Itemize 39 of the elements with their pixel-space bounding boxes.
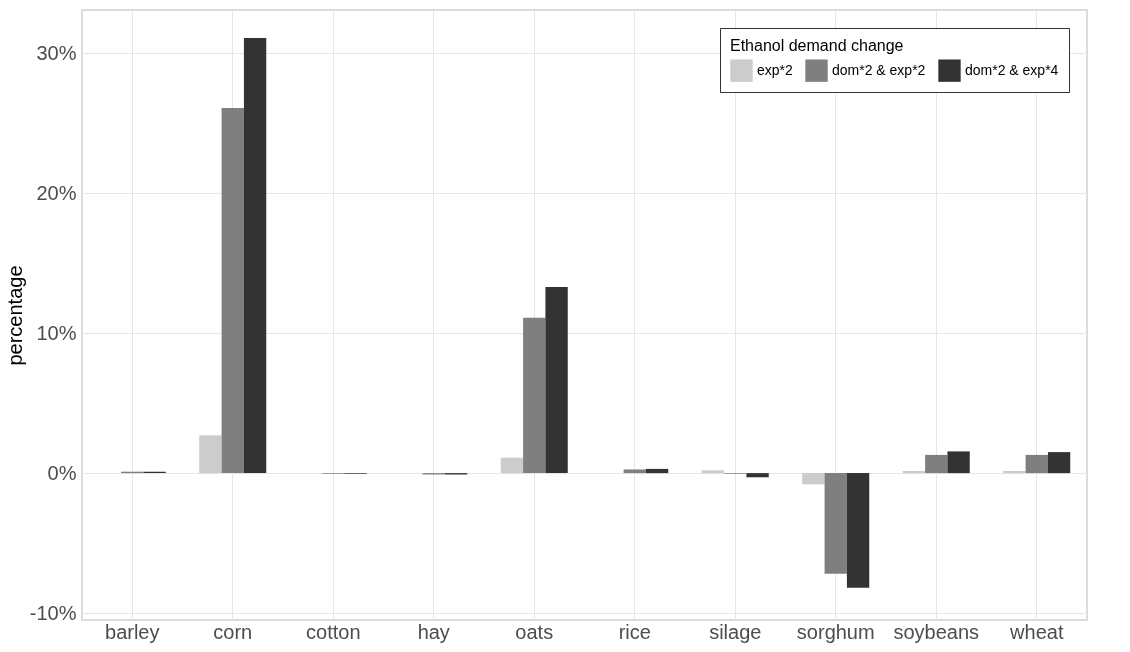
y-tick-label: 0% bbox=[47, 461, 77, 484]
legend-label: exp*2 bbox=[757, 61, 794, 78]
bar bbox=[645, 468, 669, 474]
bar bbox=[623, 469, 646, 474]
bar bbox=[221, 107, 244, 474]
x-tick-label: silage bbox=[709, 620, 762, 643]
x-tick-label: wheat bbox=[1009, 620, 1064, 643]
bar bbox=[523, 317, 546, 474]
x-tick-label: corn bbox=[213, 620, 253, 643]
bar bbox=[802, 473, 825, 485]
legend-label: dom*2 & exp*4 bbox=[965, 61, 1059, 78]
x-tick-label: cotton bbox=[306, 620, 361, 643]
bar bbox=[925, 454, 948, 474]
bar bbox=[1003, 471, 1026, 474]
bar bbox=[846, 473, 870, 588]
y-tick-label: 20% bbox=[36, 181, 77, 204]
bar bbox=[500, 457, 524, 474]
x-tick-label: sorghum bbox=[796, 620, 875, 643]
bar bbox=[545, 287, 568, 474]
x-tick-label: oats bbox=[515, 620, 554, 643]
bar bbox=[824, 473, 847, 574]
x-tick-label: hay bbox=[417, 620, 450, 643]
x-tick-label: soybeans bbox=[893, 620, 980, 643]
bar bbox=[746, 473, 769, 478]
bar bbox=[199, 435, 222, 474]
y-tick-label: -10% bbox=[29, 601, 77, 624]
bar bbox=[243, 37, 267, 474]
y-axis-title: percentage bbox=[3, 265, 26, 366]
bar bbox=[902, 471, 926, 474]
legend-title: Ethanol demand change bbox=[730, 37, 904, 54]
bar bbox=[1047, 452, 1071, 474]
y-tick-label: 10% bbox=[36, 321, 77, 344]
x-tick-label: barley bbox=[105, 620, 160, 643]
bar bbox=[1025, 454, 1048, 474]
bar bbox=[701, 470, 725, 474]
x-tick-label: rice bbox=[618, 620, 651, 643]
legend-label: dom*2 & exp*2 bbox=[832, 61, 926, 78]
bar bbox=[947, 451, 970, 474]
y-tick-label: 30% bbox=[36, 41, 77, 64]
